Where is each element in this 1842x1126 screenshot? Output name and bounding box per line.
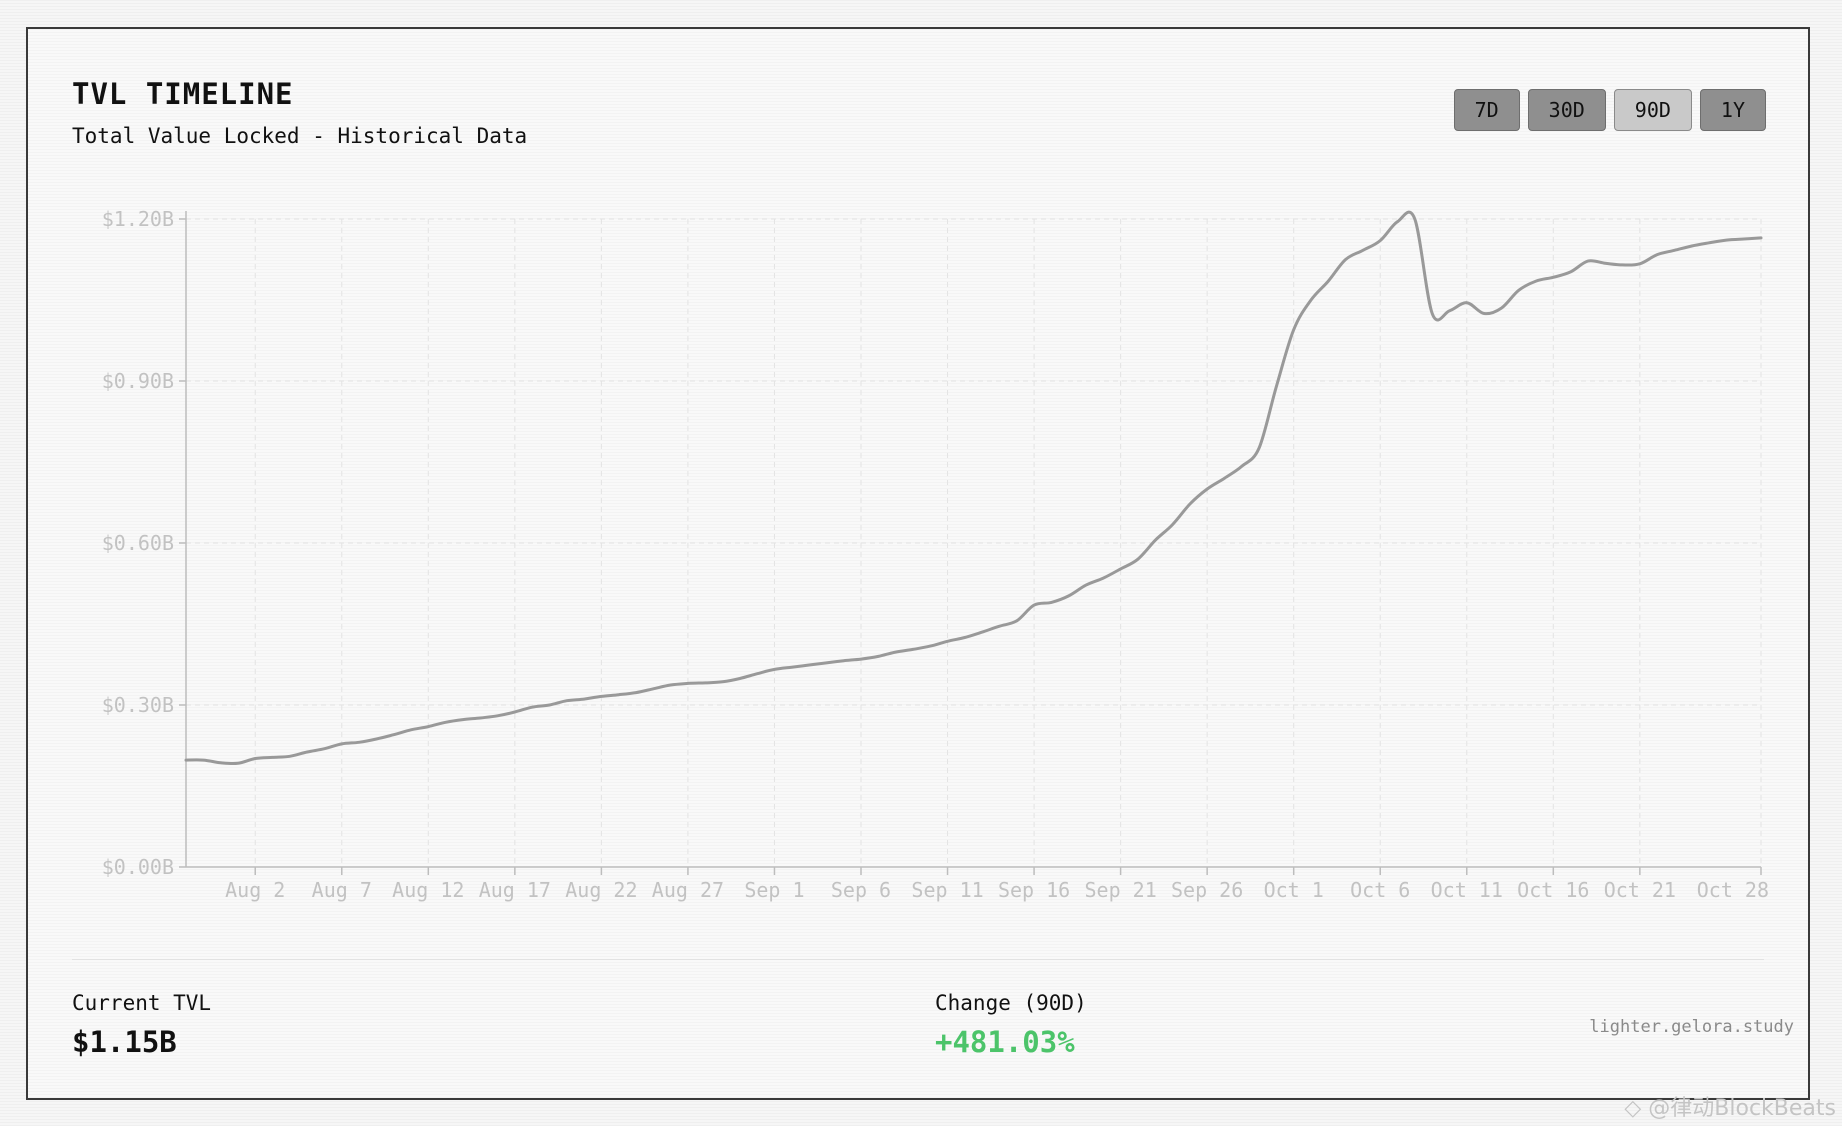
tvl-series-line <box>184 210 1763 766</box>
x-tick-label: Oct 11 <box>1431 878 1503 902</box>
y-tick-label: $0.00B <box>102 855 174 879</box>
range-90d-button[interactable]: 90D <box>1613 89 1692 131</box>
tvl-card: TVL TIMELINE Total Value Locked - Histor… <box>26 27 1810 1100</box>
chart-title: TVL TIMELINE <box>72 77 294 111</box>
divider <box>72 959 1764 960</box>
range-selector: 7D 30D 90D 1Y <box>1453 89 1766 131</box>
x-tick-label: Sep 26 <box>1171 878 1243 902</box>
range-1y-button[interactable]: 1Y <box>1699 89 1766 131</box>
y-tick-label: $0.90B <box>102 369 174 393</box>
range-7d-button[interactable]: 7D <box>1453 89 1520 131</box>
x-tick-label: Sep 21 <box>1084 878 1156 902</box>
x-tick-label: Aug 12 <box>392 878 464 902</box>
x-tick-label: Aug 27 <box>652 878 724 902</box>
watermark: ◇ @律动BlockBeats <box>1624 1096 1836 1121</box>
x-tick-label: Aug 22 <box>565 878 637 902</box>
x-tick-label: Sep 1 <box>744 878 804 902</box>
x-tick-label: Oct 21 <box>1604 878 1676 902</box>
x-tick-label: Oct 6 <box>1350 878 1410 902</box>
x-tick-label: Sep 16 <box>998 878 1070 902</box>
x-tick-label: Oct 28 <box>1697 878 1769 902</box>
tvl-line-chart: $0.00B $0.30B $0.60B $0.90B $1.20B Aug 2 Aug 7… <box>102 207 1769 902</box>
y-tick-label: $0.60B <box>102 531 174 555</box>
x-tick-label: Aug 2 <box>225 878 285 902</box>
range-30d-button[interactable]: 30D <box>1527 89 1606 131</box>
x-tick-label: Aug 17 <box>479 878 551 902</box>
current-tvl-value: $1.15B <box>72 1025 177 1059</box>
y-tick-label: $0.30B <box>102 693 174 717</box>
change-label: Change (90D) <box>935 991 1087 1015</box>
current-tvl-label: Current TVL <box>72 991 212 1015</box>
y-tick-label: $1.20B <box>102 207 174 231</box>
x-tick-label: Sep 11 <box>911 878 983 902</box>
site-url[interactable]: lighter.gelora.study <box>1589 1017 1794 1037</box>
x-tick-label: Oct 1 <box>1264 878 1324 902</box>
x-tick-label: Oct 16 <box>1517 878 1589 902</box>
change-value: +481.03% <box>935 1025 1075 1059</box>
chart-subtitle: Total Value Locked - Historical Data <box>72 124 528 148</box>
x-tick-label: Aug 7 <box>312 878 372 902</box>
x-tick-label: Sep 6 <box>831 878 891 902</box>
